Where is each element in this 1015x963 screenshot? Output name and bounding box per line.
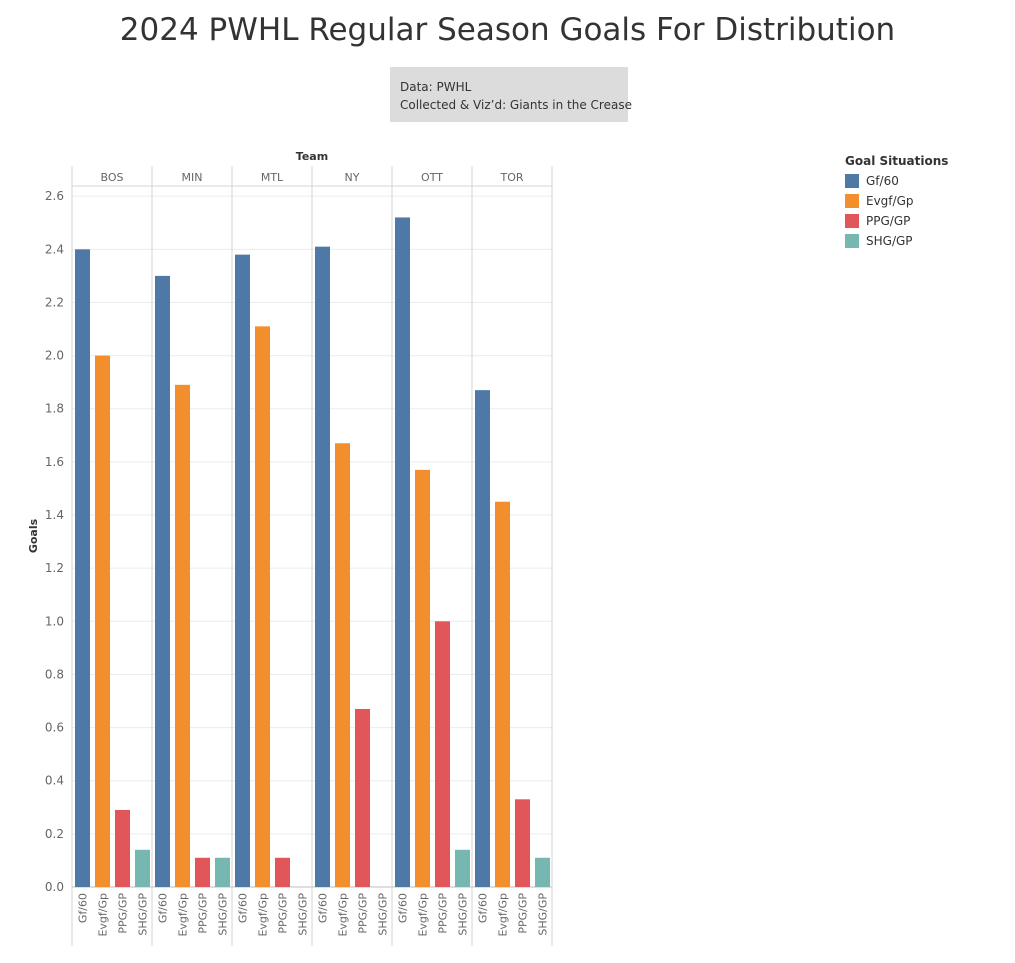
bar-bos-ppggp <box>115 809 130 887</box>
category-tick-label: PPG/GP <box>517 893 530 934</box>
team-header-ny: NY <box>345 171 360 184</box>
bar-min-gf60 <box>155 275 170 887</box>
y-tick-label: 1.4 <box>45 508 64 522</box>
y-tick-label: 1.8 <box>45 402 64 416</box>
bar-tor-evgfgp <box>495 501 510 887</box>
bar-bos-shggp <box>135 849 150 887</box>
legend-label: PPG/GP <box>866 214 911 228</box>
category-tick-label: SHG/GP <box>297 893 310 936</box>
bar-bos-evgfgp <box>95 355 110 888</box>
y-tick-label: 0.0 <box>45 880 64 894</box>
bar-tor-shggp <box>535 857 550 887</box>
legend-label: Gf/60 <box>866 174 899 188</box>
team-header-ott: OTT <box>421 171 443 184</box>
bar-tor-ppggp <box>515 799 530 887</box>
category-tick-label: Gf/60 <box>237 893 250 923</box>
bar-min-shggp <box>215 857 230 887</box>
y-tick-label: 2.2 <box>45 295 64 309</box>
bar-mtl-ppggp <box>275 857 290 887</box>
category-tick-label: Gf/60 <box>157 893 170 923</box>
team-header-bos: BOS <box>101 171 124 184</box>
category-tick-label: PPG/GP <box>197 893 210 934</box>
bar-bos-gf60 <box>75 249 90 887</box>
bar-ott-gf60 <box>395 217 410 887</box>
legend-swatch <box>845 214 859 228</box>
source-caption: Data: PWHL Collected & Viz’d: Giants in … <box>390 67 632 122</box>
chart-title: 2024 PWHL Regular Season Goals For Distr… <box>119 12 896 48</box>
category-tick-label: PPG/GP <box>437 893 450 934</box>
bar-ny-evgfgp <box>335 443 350 887</box>
team-header-tor: TOR <box>499 171 523 184</box>
category-tick-label: Gf/60 <box>397 893 410 923</box>
bar-ott-shggp <box>455 849 470 887</box>
bar-ott-ppggp <box>435 621 450 887</box>
category-tick-label: Evgf/Gp <box>497 893 510 937</box>
category-tick-label: Evgf/Gp <box>257 893 270 937</box>
category-tick-label: SHG/GP <box>537 893 550 936</box>
bar-min-evgfgp <box>175 384 190 887</box>
legend: Goal Situations Gf/60 Evgf/Gp PPG/GP SHG… <box>845 154 948 251</box>
caption-credit: Collected & Viz’d: Giants in the Crease <box>400 98 632 112</box>
legend-swatch <box>845 234 859 248</box>
bar-ott-evgfgp <box>415 469 430 887</box>
legend-item-gf60[interactable]: Gf/60 <box>845 171 948 191</box>
category-tick-label: PPG/GP <box>277 893 290 934</box>
category-tick-label: Evgf/Gp <box>337 893 350 937</box>
category-tick-label: Gf/60 <box>317 893 330 923</box>
legend-title: Goal Situations <box>845 154 949 168</box>
category-tick-label: Gf/60 <box>77 893 90 923</box>
category-tick-label: SHG/GP <box>377 893 390 936</box>
category-tick-label: Evgf/Gp <box>97 893 110 937</box>
y-tick-label: 0.6 <box>45 721 64 735</box>
y-axis-title: Goals <box>27 518 40 553</box>
y-tick-label: 2.4 <box>45 242 64 256</box>
legend-item-shg[interactable]: SHG/GP <box>845 231 948 251</box>
y-tick-label: 0.4 <box>45 774 64 788</box>
y-tick-label: 2.6 <box>45 189 64 203</box>
team-header-min: MIN <box>182 171 203 184</box>
y-tick-label: 0.2 <box>45 827 64 841</box>
bar-tor-gf60 <box>475 390 490 887</box>
bar-ny-gf60 <box>315 246 330 888</box>
legend-item-evgf[interactable]: Evgf/Gp <box>845 191 948 211</box>
legend-swatch <box>845 194 859 208</box>
bar-ny-ppggp <box>355 708 370 887</box>
bar-mtl-evgfgp <box>255 326 270 887</box>
caption-data-source: Data: PWHL <box>400 80 472 94</box>
category-tick-label: SHG/GP <box>457 893 470 936</box>
y-tick-label: 1.6 <box>45 455 64 469</box>
legend-item-ppg[interactable]: PPG/GP <box>845 211 948 231</box>
x-axis-title: Team <box>296 150 328 163</box>
y-tick-label: 1.0 <box>45 614 64 628</box>
category-tick-label: Evgf/Gp <box>417 893 430 937</box>
category-tick-label: PPG/GP <box>357 893 370 934</box>
category-tick-label: PPG/GP <box>117 893 130 934</box>
bar-mtl-gf60 <box>235 254 250 887</box>
category-tick-label: Evgf/Gp <box>177 893 190 937</box>
team-header-mtl: MTL <box>261 171 284 184</box>
y-tick-label: 0.8 <box>45 667 64 681</box>
category-tick-label: SHG/GP <box>137 893 150 936</box>
legend-label: SHG/GP <box>866 234 913 248</box>
bar-min-ppggp <box>195 857 210 887</box>
category-tick-label: SHG/GP <box>217 893 230 936</box>
legend-swatch <box>845 174 859 188</box>
legend-label: Evgf/Gp <box>866 194 914 208</box>
y-tick-label: 2.0 <box>45 349 64 363</box>
category-tick-label: Gf/60 <box>477 893 490 923</box>
y-tick-label: 1.2 <box>45 561 64 575</box>
